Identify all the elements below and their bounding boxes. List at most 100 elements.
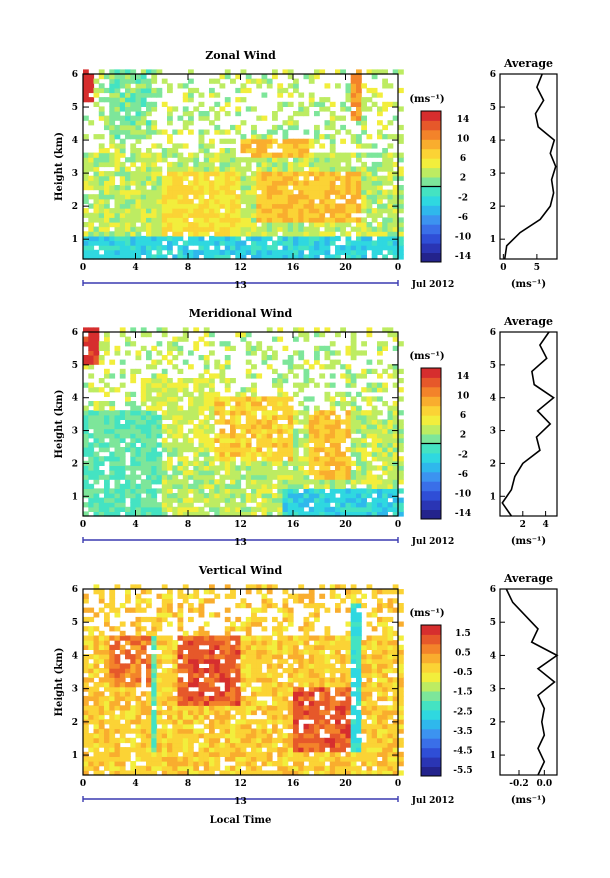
heatmap-cell xyxy=(130,687,136,692)
heatmap-cell xyxy=(377,456,383,461)
heatmap-cell xyxy=(304,442,310,447)
heatmap-cell xyxy=(309,603,315,608)
heatmap-cell xyxy=(325,167,331,172)
heatmap-cell xyxy=(125,724,131,729)
heatmap-cell xyxy=(151,617,157,622)
heatmap-cell xyxy=(115,424,121,429)
colorbar-swatch xyxy=(421,177,441,187)
heatmap-cell xyxy=(109,442,115,447)
heatmap-cell xyxy=(372,507,378,512)
heatmap-cell xyxy=(377,498,383,503)
heatmap-cell xyxy=(230,649,236,654)
heatmap-cell xyxy=(251,424,257,429)
heatmap-cell xyxy=(178,719,184,724)
heatmap-cell xyxy=(88,677,94,682)
heatmap-cell xyxy=(167,761,173,766)
heatmap-cell xyxy=(277,659,283,664)
heatmap-cell xyxy=(283,88,289,93)
heatmap-cell xyxy=(277,493,283,498)
heatmap-cell xyxy=(125,125,131,130)
heatmap-cell xyxy=(220,465,226,470)
heatmap-cell xyxy=(235,502,241,507)
heatmap-cell xyxy=(120,222,126,227)
heatmap-cell xyxy=(298,213,304,218)
heatmap-cell xyxy=(241,406,247,411)
heatmap-cell xyxy=(325,250,331,255)
heatmap-cell xyxy=(115,640,121,645)
heatmap-cell xyxy=(283,217,289,222)
heatmap-cell xyxy=(178,171,184,176)
heatmap-cell xyxy=(193,631,199,636)
heatmap-cell xyxy=(141,213,147,218)
heatmap-cell xyxy=(141,617,147,622)
heatmap-cell xyxy=(272,640,278,645)
heatmap-cell xyxy=(172,701,178,706)
heatmap-cell xyxy=(272,493,278,498)
heatmap-cell xyxy=(304,659,310,664)
heatmap-cell xyxy=(94,227,100,232)
heatmap-cell xyxy=(325,176,331,181)
heatmap-cell xyxy=(199,442,205,447)
heatmap-cell xyxy=(83,176,89,181)
heatmap-cell xyxy=(298,475,304,480)
heatmap-cell xyxy=(178,663,184,668)
x-tick-label: 4 xyxy=(132,263,138,273)
heatmap-cell xyxy=(398,498,404,503)
heatmap-cell xyxy=(361,433,367,438)
heatmap-cell xyxy=(293,724,299,729)
heatmap-cell xyxy=(125,429,131,434)
heatmap-cell xyxy=(361,162,367,167)
heatmap-cell xyxy=(199,475,205,480)
heatmap-cell xyxy=(335,250,341,255)
heatmap-cell xyxy=(94,208,100,213)
heatmap-cell xyxy=(183,738,189,743)
heatmap-cell xyxy=(225,493,231,498)
heatmap-cell xyxy=(293,185,299,190)
heatmap-cell xyxy=(125,337,131,342)
heatmap-cell xyxy=(109,236,115,241)
heatmap-cell xyxy=(193,227,199,232)
heatmap-cell xyxy=(136,231,142,236)
heatmap-cell xyxy=(304,488,310,493)
heatmap-cell xyxy=(130,419,136,424)
heatmap-cell xyxy=(241,120,247,125)
heatmap-cell xyxy=(141,171,147,176)
heatmap-cell xyxy=(199,705,205,710)
heatmap-cell xyxy=(146,691,152,696)
heatmap-cell xyxy=(251,157,257,162)
heatmap-cell xyxy=(172,645,178,650)
heatmap-cell xyxy=(151,738,157,743)
heatmap-cell xyxy=(130,705,136,710)
heatmap-cell xyxy=(241,743,247,748)
heatmap-cell xyxy=(256,419,262,424)
heatmap-cell xyxy=(209,341,215,346)
heatmap-cell xyxy=(377,93,383,98)
heatmap-cell xyxy=(335,424,341,429)
heatmap-cell xyxy=(246,190,252,195)
heatmap-cell xyxy=(304,617,310,622)
heatmap-cell xyxy=(193,719,199,724)
heatmap-cell xyxy=(199,598,205,603)
heatmap-cell xyxy=(304,419,310,424)
heatmap-cell xyxy=(115,475,121,480)
heatmap-cell xyxy=(220,83,226,88)
heatmap-cell xyxy=(382,241,388,246)
heatmap-cell xyxy=(141,752,147,757)
heatmap-cell xyxy=(183,410,189,415)
heatmap-cell xyxy=(146,456,152,461)
heatmap-cell xyxy=(325,461,331,466)
heatmap-cell xyxy=(277,392,283,397)
heatmap-cell xyxy=(361,97,367,102)
heatmap-cell xyxy=(340,157,346,162)
avg-y-tick-label: 2 xyxy=(490,459,496,469)
heatmap-cell xyxy=(372,369,378,374)
heatmap-cell xyxy=(94,442,100,447)
heatmap-cell xyxy=(125,589,131,594)
heatmap-cell xyxy=(230,162,236,167)
heatmap-cell xyxy=(109,654,115,659)
heatmap-cell xyxy=(141,93,147,98)
heatmap-cell xyxy=(298,673,304,678)
heatmap-cell xyxy=(340,208,346,213)
heatmap-cell xyxy=(162,231,168,236)
heatmap-cell xyxy=(183,761,189,766)
